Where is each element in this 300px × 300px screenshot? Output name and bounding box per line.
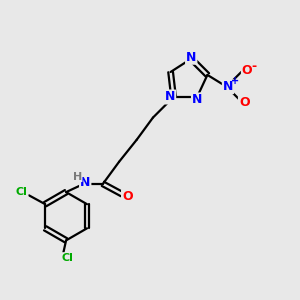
Text: Cl: Cl <box>61 253 74 263</box>
Text: +: + <box>231 76 239 86</box>
Text: N: N <box>223 80 233 93</box>
Text: -: - <box>251 60 256 73</box>
Text: Cl: Cl <box>16 188 28 197</box>
Text: N: N <box>80 176 90 189</box>
Text: O: O <box>242 64 253 77</box>
Text: N: N <box>192 93 202 106</box>
Text: O: O <box>239 96 250 110</box>
Text: N: N <box>186 51 196 64</box>
Text: O: O <box>122 190 133 203</box>
Text: N: N <box>165 91 175 103</box>
Text: H: H <box>73 172 82 182</box>
